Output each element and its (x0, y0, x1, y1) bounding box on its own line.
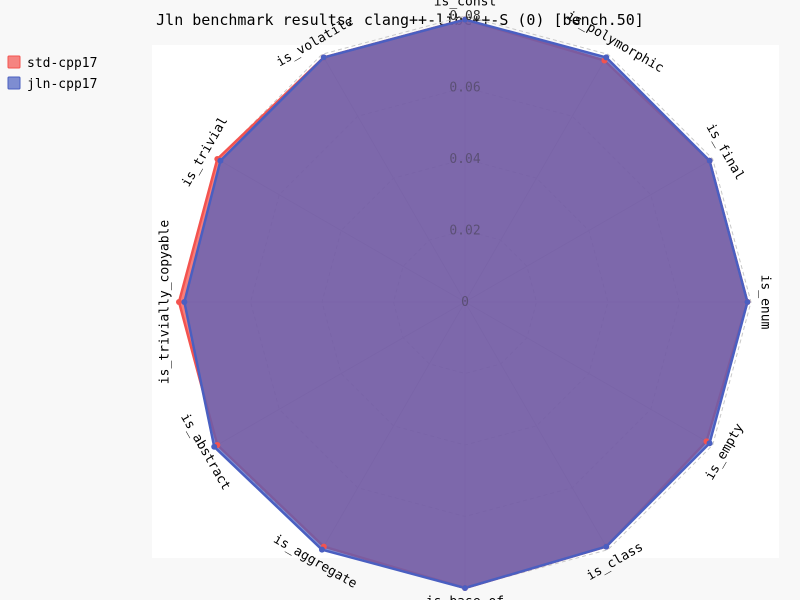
point-jln-cpp17-is-volatile[interactable] (320, 54, 327, 61)
point-jln-cpp17-is-polymorphic[interactable] (603, 54, 610, 61)
tick-label: 0 (461, 295, 469, 310)
axis-label-is-base-of: is_base_of (426, 595, 504, 600)
point-jln-cpp17-is-base-of[interactable] (462, 585, 468, 591)
series-layer (176, 16, 751, 591)
point-jln-cpp17-is-const[interactable] (462, 16, 468, 23)
axis-label-is-trivially-copyable: is_trivially_copyable (158, 220, 173, 385)
axis-label-is-const: is_const (434, 0, 497, 10)
axis-label-is-enum: is_enum (758, 275, 773, 330)
legend-item-jln-cpp17[interactable]: jln-cpp17 (7, 76, 97, 92)
point-jln-cpp17-is-empty[interactable] (706, 440, 713, 447)
legend: std-cpp17 jln-cpp17 (7, 55, 97, 92)
legend-label-jln-cpp17: jln-cpp17 (27, 77, 97, 92)
point-jln-cpp17-is-aggregate[interactable] (319, 546, 325, 553)
point-jln-cpp17-is-trivial[interactable] (217, 157, 224, 164)
legend-item-std-cpp17[interactable]: std-cpp17 (7, 55, 97, 71)
tick-label: 0.08 (449, 9, 480, 24)
point-jln-cpp17-is-final[interactable] (706, 157, 713, 164)
legend-label-std-cpp17: std-cpp17 (27, 56, 97, 71)
tick-label: 0.06 (449, 81, 480, 96)
tick-label-layer: 0 0.02 0.04 0.06 0.08 (449, 9, 480, 310)
legend-swatch-std-cpp17 (7, 55, 21, 69)
point-jln-cpp17-is-enum[interactable] (744, 299, 751, 305)
chart-title: Jln benchmark results: clang++-libc++-S … (156, 11, 644, 29)
tick-label: 0.04 (449, 152, 480, 167)
point-std-cpp17-is-trivially-copyable[interactable] (176, 299, 182, 305)
point-jln-cpp17-is-abstract[interactable] (211, 443, 218, 450)
legend-swatch-jln-cpp17 (7, 76, 21, 90)
point-jln-cpp17-is-trivially-copyable[interactable] (181, 299, 188, 305)
point-jln-cpp17-is-class[interactable] (603, 543, 610, 550)
tick-label: 0.02 (449, 224, 480, 239)
